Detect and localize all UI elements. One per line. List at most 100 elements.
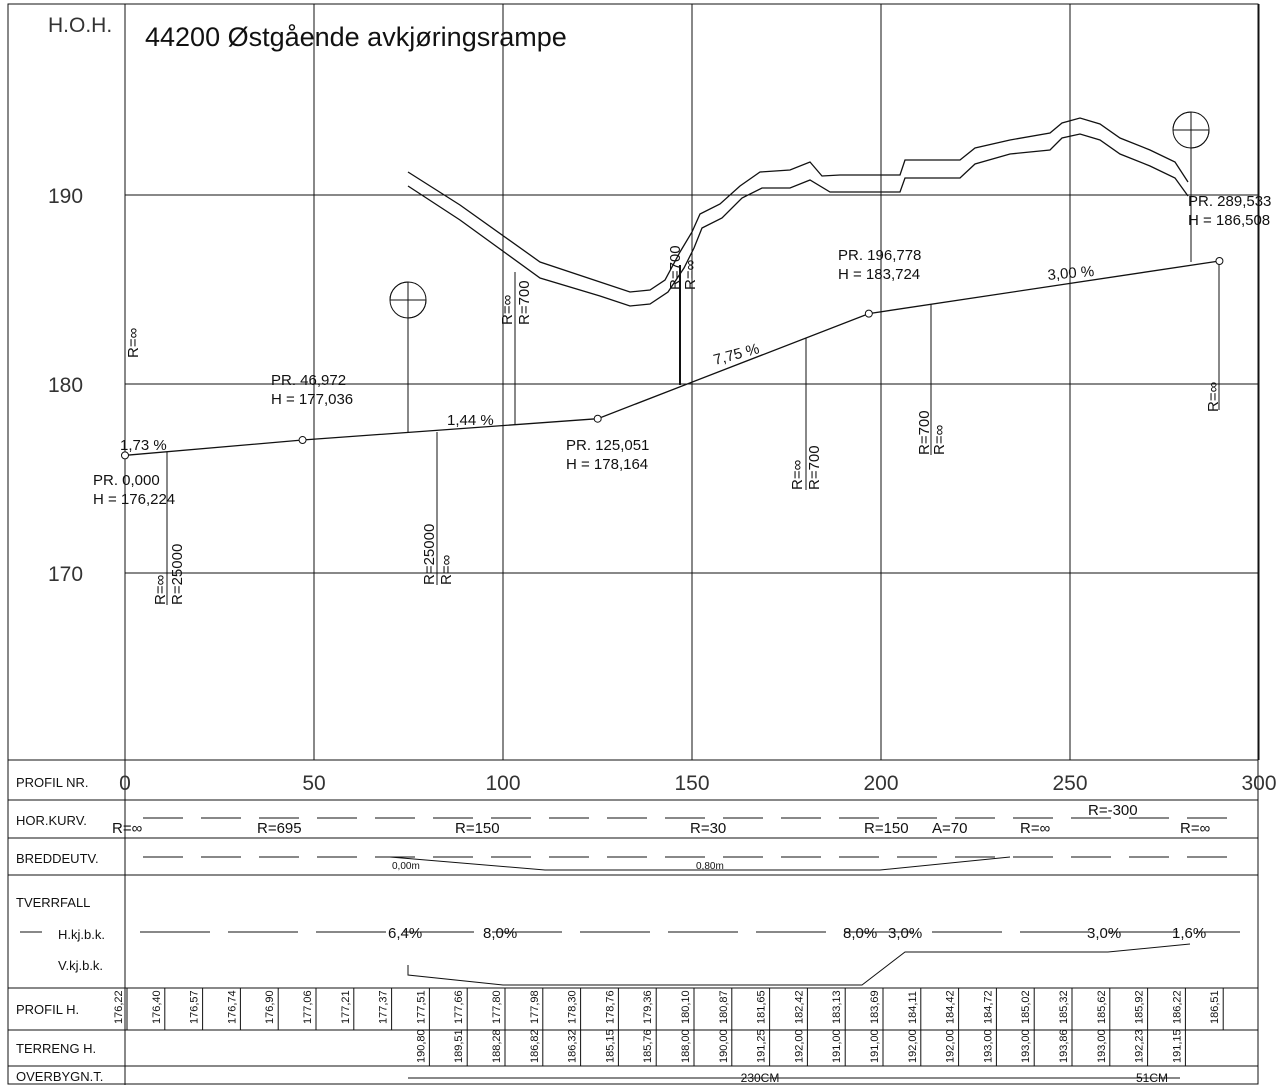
profile-height: 180,10 [680,990,692,1024]
benchmark [1172,111,1210,149]
profile-height: 179,36 [642,990,654,1024]
terrain-height: 192,00 [907,1029,919,1063]
crossfall-value: 6,4% [388,925,422,942]
profile-point [593,414,602,423]
profile-height: 177,51 [415,990,427,1024]
curve-label: R=∞ [931,424,948,455]
station-label: 100 [485,772,520,795]
crossfall-value: 8,0% [483,925,517,942]
curve-value: R=150 [864,820,909,837]
terrain-height: 192,00 [945,1029,957,1063]
curve-label: R=700 [516,280,533,325]
height-text: H = 178,164 [566,456,648,473]
profile-height: 177,06 [302,990,314,1024]
station-label: 50 [302,772,325,795]
grade-label: 1,44 % [447,412,494,429]
row-header: HOR.KURV. [16,813,87,828]
terrain-height: 188,28 [491,1029,503,1063]
station-label: 150 [674,772,709,795]
profile-point [298,436,307,445]
terrain-height: 190,80 [415,1029,427,1063]
terrain-height: 186,82 [529,1029,541,1063]
profile-point [864,309,873,318]
height-label: 180 [48,374,83,397]
station-label: 250 [1052,772,1087,795]
terrain-height: 193,86 [1058,1029,1070,1063]
height-label: 170 [48,563,83,586]
station-text: PR. 125,051 [566,437,649,454]
station-label: 300 [1241,772,1276,795]
profile-height: 176,90 [264,990,276,1024]
row-header: PROFIL NR. [16,775,88,790]
curve-value: R=-300 [1088,802,1138,819]
profile-height: 177,98 [529,990,541,1024]
table-lines [8,759,1258,1079]
terrain-height: 192,23 [1134,1029,1146,1063]
profile-height: 184,11 [907,991,919,1024]
profile-point [121,451,129,460]
station-text: PR. 46,972 [271,372,346,389]
station-text: PR. 196,778 [838,247,921,264]
terrain-height: 185,76 [642,1029,654,1063]
terrain-height: 191,00 [869,1029,881,1063]
terrain-height: 193,00 [1096,1029,1108,1063]
curve-label: R=25000 [169,544,186,605]
overbuild-value: 51CM [1136,1071,1168,1085]
station-text: PR. 289,533 [1188,193,1271,210]
curve-value: R=∞ [1020,820,1051,837]
profile-height: 176,40 [151,990,163,1024]
curve-label: R=∞ [125,327,142,358]
curve-value: R=∞ [1180,820,1211,837]
overbuild-value: 230CM [741,1071,780,1085]
curve-value: R=695 [257,820,302,837]
profile-height: 183,13 [831,990,843,1024]
crossfall-value: 3,0% [888,925,922,942]
terrain-height: 192,00 [793,1029,805,1063]
benchmark [389,281,427,319]
terrain-bottom [407,133,1189,307]
axis-label: H.O.H. [48,14,112,37]
row-header: PROFIL H. [16,1002,79,1017]
height-label: 190 [48,185,83,208]
frame [7,3,1259,1085]
grade-label: 1,73 % [120,437,167,454]
row-header: TVERRFALL [16,895,90,910]
curve-value: R=30 [690,820,726,837]
curve-value: R=150 [455,820,500,837]
curve-label: R=700 [806,445,823,490]
profile-height: 177,66 [453,990,465,1024]
profile-height: 176,22 [113,990,125,1024]
crossfall-value: 1,6% [1172,925,1206,942]
height-text: H = 177,036 [271,391,353,408]
terrain-height: 193,00 [1020,1029,1032,1063]
terrain-height: 191,25 [756,1029,768,1063]
height-text: H = 183,724 [838,266,920,283]
profile-height: 176,57 [189,990,201,1024]
profile-height: 186,22 [1171,990,1183,1024]
curve-label: R=∞ [789,459,806,490]
curve-value: A=70 [932,820,967,837]
profile-height: 177,37 [378,990,390,1024]
row-header: V.kj.b.k. [58,958,103,973]
width-value: 0,80m [696,861,724,872]
station-label: 200 [863,772,898,795]
terrain-height: 186,32 [567,1029,579,1063]
profile-height: 186,51 [1209,990,1221,1024]
profile-height: 181,65 [756,990,768,1024]
terrain-height: 185,15 [604,1029,616,1063]
profile-height: 176,74 [226,990,238,1024]
profile-height: 184,72 [982,990,994,1024]
terrain-top [407,117,1189,293]
row-header: OVERBYGN.T. [16,1069,103,1084]
profile-height: 177,80 [491,990,503,1024]
terrain-height: 193,00 [982,1029,994,1063]
curve-label: R=∞ [1205,381,1222,412]
crossfall-value: 8,0% [843,925,877,942]
profile-height: 182,42 [793,990,805,1024]
profile-height: 185,62 [1096,990,1108,1024]
crossfall-value: 3,0% [1087,925,1121,942]
terrain-height: 191,00 [831,1029,843,1063]
profile-height: 180,87 [718,990,730,1024]
curve-value: R=∞ [112,820,143,837]
